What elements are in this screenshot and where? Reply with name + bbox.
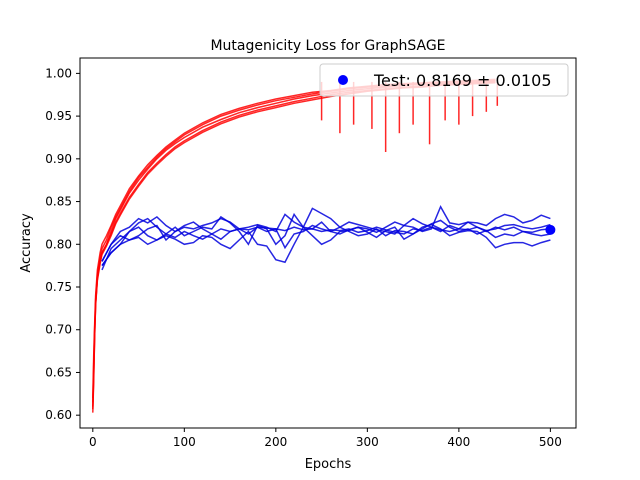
x-tick-label: 400 [447, 435, 470, 449]
y-tick-label: 0.60 [45, 408, 72, 422]
y-tick-label: 0.65 [45, 365, 72, 379]
axes: 0 100 200 300 400 500 0.60 0.65 0.70 0.75 0.80 0.85… [45, 57, 577, 449]
validation-series-line [101, 223, 551, 267]
y-tick-label: 0.80 [45, 237, 72, 251]
x-tick-label: 200 [264, 435, 287, 449]
y-tick-label: 0.75 [45, 280, 72, 294]
validation-series-group [101, 204, 551, 271]
plot-frame [79, 57, 577, 429]
validation-series-line [101, 212, 551, 267]
y-axis-label: Accuracy [19, 213, 34, 273]
legend-box [319, 63, 569, 97]
y-tick-label: 0.70 [45, 323, 72, 337]
y-tick-label: 0.85 [45, 195, 72, 209]
chart-title: Mutagenicity Loss for GraphSAGE [210, 38, 445, 54]
y-tick-label: 0.90 [45, 152, 72, 166]
legend-label: Test: 0.8169 ± 0.0105 [373, 71, 552, 90]
y-tick-label: 1.00 [45, 66, 72, 80]
x-tick-label: 300 [356, 435, 379, 449]
x-tick-label: 500 [539, 435, 562, 449]
test-point [545, 224, 556, 235]
x-tick-label: 0 [89, 435, 97, 449]
x-axis-label: Epochs [305, 457, 352, 472]
y-tick-label: 0.95 [45, 109, 72, 123]
legend-marker [338, 75, 348, 85]
validation-series-line [101, 219, 551, 262]
legend: Test: 0.8169 ± 0.0105 [319, 63, 569, 97]
x-tick-label: 100 [173, 435, 196, 449]
